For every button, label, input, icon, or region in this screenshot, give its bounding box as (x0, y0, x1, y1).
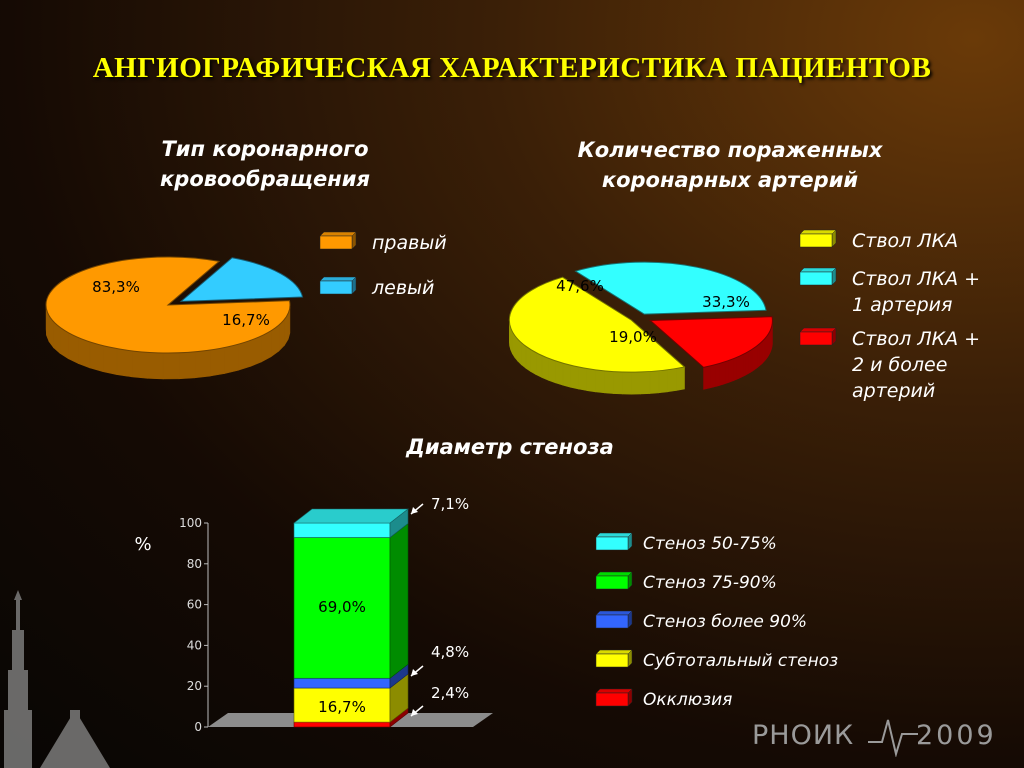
label-arrowhead (411, 507, 418, 514)
chart1-title-line1: Тип коронарного (161, 137, 369, 161)
legend-label: правый (372, 232, 447, 254)
bar-top-face (293, 508, 409, 524)
page-title: АНГИОГРАФИЧЕСКАЯ ХАРАКТЕРИСТИКА ПАЦИЕНТО… (92, 52, 932, 84)
y-axis-label: % (134, 534, 151, 555)
legend-label: Субтотальный стеноз (643, 651, 838, 671)
footer-logo-text: РНОИК (752, 720, 855, 751)
label-arrowhead (411, 709, 418, 716)
legend-swatch (799, 229, 837, 248)
bar-segment-label: 4,8% (431, 643, 469, 661)
legend-label: Стеноз 50-75% (643, 534, 777, 554)
legend-label: Стеноз 75-90% (643, 573, 777, 593)
bar-segment-label: 16,7% (318, 698, 366, 716)
bar-segment-label: 2,4% (431, 684, 469, 702)
pie-slice-1 (508, 276, 686, 395)
y-tick-label: 80 (187, 557, 202, 571)
label-arrowhead (411, 669, 418, 676)
legend-label: левый (371, 277, 434, 299)
chart2-title: Количество пораженных коронарных артерий (510, 135, 950, 195)
y-tick-label: 40 (187, 638, 202, 652)
chart2-title-line2: коронарных артерий (601, 168, 859, 192)
legend-swatch (319, 276, 357, 295)
legend-label: Ствол ЛКА + (852, 268, 980, 290)
chart2-title-line1: Количество пораженных (577, 138, 883, 162)
bar-segment-label: 69,0% (318, 598, 366, 616)
pie-slice-label: 16,7% (222, 311, 270, 329)
pie-slice-label: 47,6% (556, 277, 604, 295)
legend-swatch (595, 649, 633, 668)
pie-slice-label: 19,0% (609, 328, 657, 346)
chart3-title: Диаметр стеноза (406, 435, 614, 459)
bar-segment-label: 7,1% (431, 495, 469, 513)
pie-slice-3 (649, 316, 773, 390)
legend-swatch (799, 327, 837, 346)
legend-swatch (319, 231, 357, 250)
footer-year: 2009 (916, 720, 997, 751)
legend-label: 2 и более (852, 354, 947, 376)
legend-swatch (799, 267, 837, 286)
legend-swatch (595, 688, 633, 707)
pie-slice-1 (45, 256, 291, 380)
legend-label: Окклюзия (643, 690, 732, 710)
pie-slice-2 (179, 257, 304, 302)
y-tick-label: 60 (187, 598, 202, 612)
y-tick-label: 20 (187, 679, 202, 693)
legend-label: 1 артерия (852, 294, 952, 316)
kremlin-tower-logo (4, 590, 110, 768)
legend-swatch (595, 610, 633, 629)
legend-swatch (595, 532, 633, 551)
legend-label: Стеноз более 90% (643, 612, 807, 632)
pulse-line-icon (868, 719, 918, 757)
chart1-title-line2: кровообращения (160, 167, 370, 191)
y-tick-label: 100 (179, 516, 202, 530)
y-tick-label: 0 (194, 720, 202, 734)
legend-swatch (595, 571, 633, 590)
legend-label: Ствол ЛКА + (852, 328, 980, 350)
pie-slice-label: 33,3% (702, 293, 750, 311)
chart1-title: Тип коронарного кровообращения (100, 134, 430, 194)
legend-label: артерий (852, 380, 935, 402)
legend-label: Ствол ЛКА (852, 230, 958, 252)
pie-slice-2 (574, 261, 767, 315)
bar-segment-4 (293, 522, 409, 679)
bar-segment-5 (293, 508, 409, 539)
pie-slice-label: 83,3% (92, 278, 140, 296)
